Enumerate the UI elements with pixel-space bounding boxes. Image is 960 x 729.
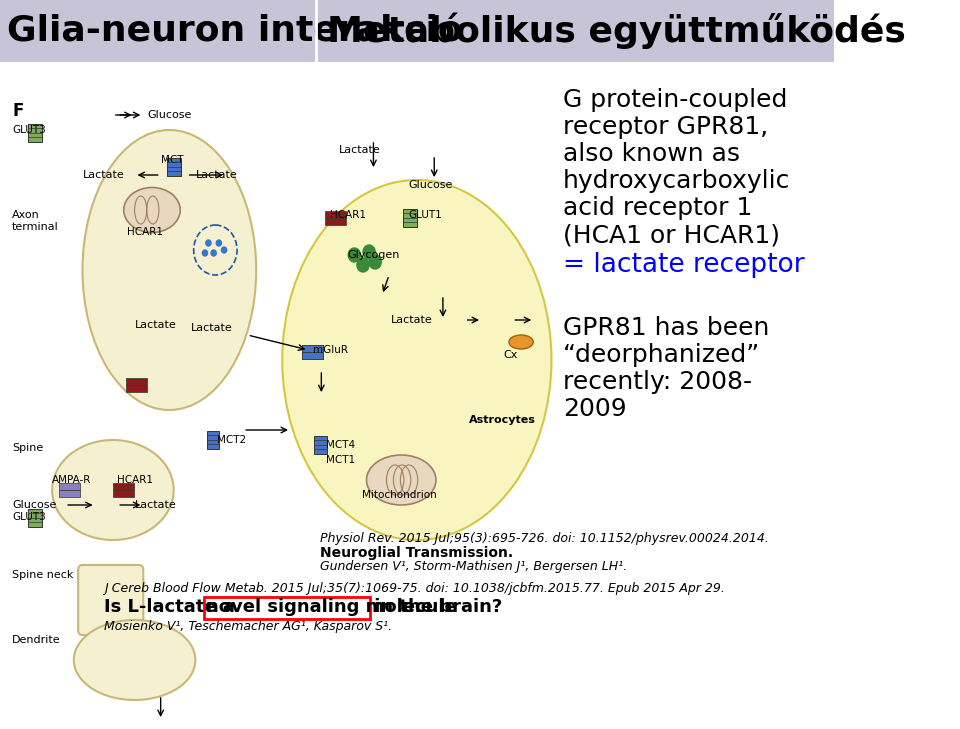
Circle shape [205,240,211,246]
Text: mGluR: mGluR [313,345,348,355]
Text: Astrocytes: Astrocytes [469,415,536,425]
Text: = lactate receptor: = lactate receptor [563,252,804,278]
Text: Cx: Cx [504,350,518,360]
Text: Neuroglial Transmission.: Neuroglial Transmission. [320,546,513,560]
Circle shape [222,247,227,253]
Text: GLUT3: GLUT3 [12,512,46,522]
Text: Gundersen V¹, Storm-Mathisen J¹, Bergersen LH¹.: Gundersen V¹, Storm-Mathisen J¹, Bergers… [320,560,627,573]
Text: Glycogen: Glycogen [348,250,399,260]
Ellipse shape [282,180,551,540]
Text: in the brain?: in the brain? [369,598,503,616]
FancyBboxPatch shape [551,62,833,729]
Text: Physiol Rev. 2015 Jul;95(3):695-726. doi: 10.1152/physrev.00024.2014.: Physiol Rev. 2015 Jul;95(3):695-726. doi… [320,532,768,545]
Text: Glucose: Glucose [408,180,452,190]
Ellipse shape [509,335,533,349]
Text: hydroxycarboxylic: hydroxycarboxylic [563,169,790,193]
Bar [324,218,346,225]
Bar [314,436,326,454]
Text: HCAR1: HCAR1 [330,210,366,220]
Bar [302,345,324,352]
Ellipse shape [52,440,174,540]
Circle shape [216,240,222,246]
Text: HCAR1: HCAR1 [127,227,163,237]
Text: J Cereb Blood Flow Metab. 2015 Jul;35(7):1069-75. doi: 10.1038/jcbfm.2015.77. Ep: J Cereb Blood Flow Metab. 2015 Jul;35(7)… [105,582,725,595]
Text: Lactate: Lactate [196,170,237,180]
Text: Metabolikus együttműködés: Metabolikus együttműködés [326,13,905,49]
Text: Glucose: Glucose [12,500,57,510]
Bar [302,352,324,359]
Text: Is L-lactate a: Is L-lactate a [105,598,241,616]
Text: Lactate: Lactate [134,320,177,330]
Bar [167,158,180,176]
Ellipse shape [83,130,256,410]
Text: Mosienko V¹, Teschemacher AG¹, Kasparov S¹.: Mosienko V¹, Teschemacher AG¹, Kasparov … [105,620,393,633]
Text: F: F [12,102,24,120]
Circle shape [348,248,360,262]
Text: G protein-coupled: G protein-coupled [563,88,787,112]
Circle shape [369,255,381,269]
Bar [324,211,346,218]
Text: Dendrite: Dendrite [12,635,60,645]
Bar [28,509,41,527]
Text: MCT: MCT [160,155,183,165]
Text: acid receptor 1: acid receptor 1 [563,196,752,220]
Bar [204,597,371,619]
FancyBboxPatch shape [0,0,833,62]
Text: GPR81 has been: GPR81 has been [563,316,769,340]
Text: Axon
terminal: Axon terminal [12,210,59,232]
Bar [113,490,133,497]
Text: 2009: 2009 [563,397,626,421]
Text: Lactate: Lactate [83,170,124,180]
Bar [28,124,41,142]
Text: Lactate: Lactate [134,500,177,510]
Ellipse shape [367,455,436,505]
Text: novel signaling molecule: novel signaling molecule [205,598,457,616]
Bar [60,490,80,497]
Text: Lactate: Lactate [339,145,380,155]
Bar [126,385,147,392]
Text: GLUT1: GLUT1 [408,210,442,220]
Text: Spine: Spine [12,443,43,453]
Circle shape [211,250,216,256]
Bar [302,352,324,359]
Bar [126,378,147,385]
Text: MCT4: MCT4 [325,440,355,450]
Text: (HCA1 or HCAR1): (HCA1 or HCAR1) [563,223,780,247]
Text: Glia-neuron interakció: Glia-neuron interakció [7,14,463,48]
Text: Glucose: Glucose [148,110,192,120]
Circle shape [363,245,375,259]
FancyBboxPatch shape [78,565,143,635]
FancyBboxPatch shape [0,62,556,729]
Bar [206,431,219,449]
Bar [113,483,133,490]
Circle shape [357,258,369,272]
Text: Lactate: Lactate [391,315,433,325]
Text: GLUT3: GLUT3 [12,125,46,135]
Bar [60,483,80,490]
Text: Lactate: Lactate [191,323,233,333]
Text: also known as: also known as [563,142,740,166]
Text: receptor GPR81,: receptor GPR81, [563,115,768,139]
Bar [403,209,417,227]
Text: AMPA-R: AMPA-R [52,475,91,485]
Text: “deorphanized”: “deorphanized” [563,343,760,367]
Text: Mitochondrion: Mitochondrion [362,490,437,500]
Ellipse shape [124,187,180,233]
Text: MCT1: MCT1 [325,455,355,465]
Text: HCAR1: HCAR1 [117,475,154,485]
Text: MCT2: MCT2 [217,435,247,445]
Bar [302,345,324,352]
Text: Spine neck: Spine neck [12,570,74,580]
Text: recently: 2008-: recently: 2008- [563,370,752,394]
Ellipse shape [74,620,196,700]
Circle shape [203,250,207,256]
